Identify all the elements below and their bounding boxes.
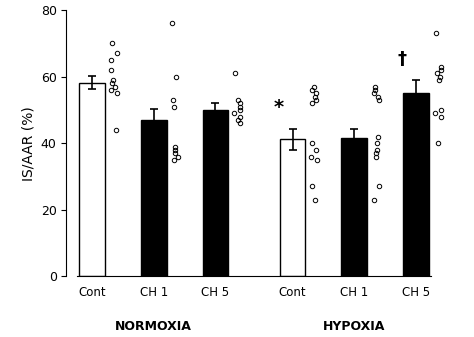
Text: *: * xyxy=(273,98,283,117)
Text: HYPOXIA: HYPOXIA xyxy=(323,319,385,333)
Y-axis label: IS/AAR (%): IS/AAR (%) xyxy=(21,106,35,181)
Bar xyxy=(280,139,306,276)
Bar xyxy=(141,120,167,276)
Bar xyxy=(403,93,429,276)
Bar xyxy=(341,138,367,276)
Bar xyxy=(79,83,105,276)
Text: †: † xyxy=(397,50,406,68)
Bar xyxy=(203,110,228,276)
Text: NORMOXIA: NORMOXIA xyxy=(115,319,192,333)
